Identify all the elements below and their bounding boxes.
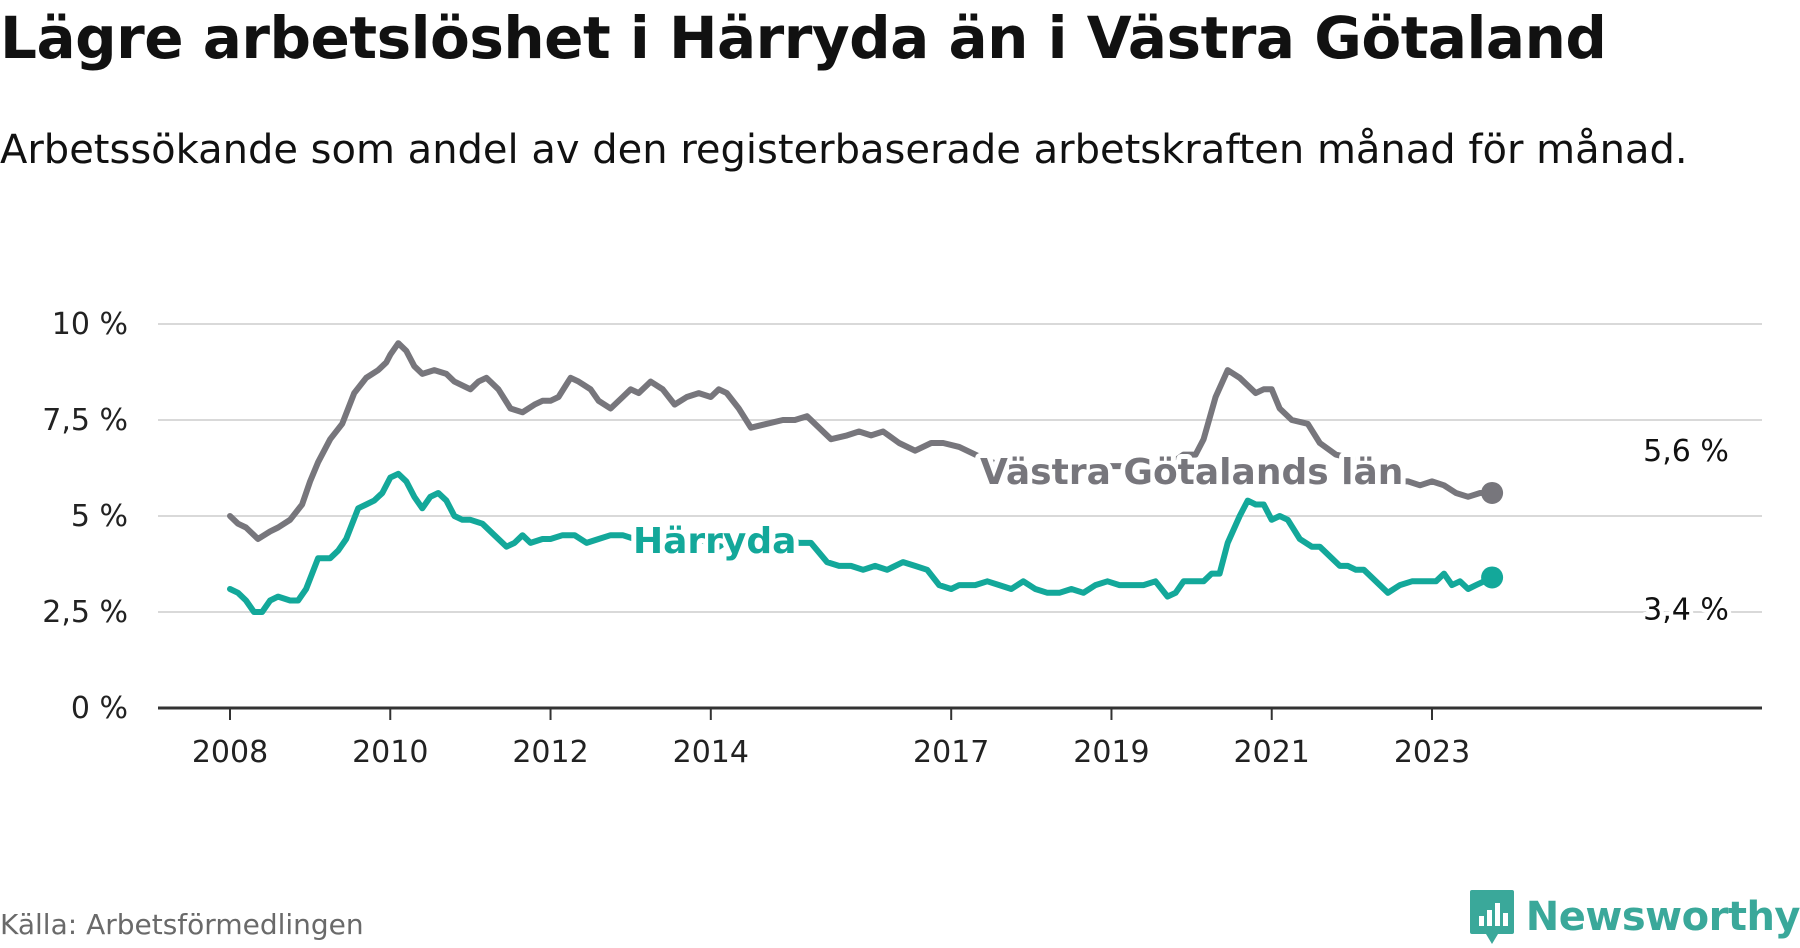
x-tick-label: 2012: [512, 735, 588, 770]
x-tick-label: 2017: [913, 735, 989, 770]
chart-area: 0 % 2,5 % 5 % 7,5 % 10 % 2008 2010 2012 2014 201…: [42, 307, 1762, 770]
x-axis-ticks: 2008 2010 2012 2014 2017 2019 2021 2023: [158, 706, 1762, 770]
label-layer: Västra Götalands län Härryda 5,6 % 3,4 %: [628, 430, 1733, 631]
x-tick-label: 2014: [673, 735, 749, 770]
y-tick-label: 10 %: [52, 307, 128, 342]
x-tick-label: 2010: [352, 735, 428, 770]
brand-name: Newsworthy: [1525, 894, 1800, 940]
source-note: Källa: Arbetsförmedlingen: [0, 908, 364, 941]
series-line-vg: [227, 340, 1496, 542]
series-label-harryda: Härryda: [633, 521, 796, 562]
end-point-harryda: [1481, 566, 1504, 589]
newsworthy-logo-icon: [1469, 890, 1514, 944]
x-tick-label: 2019: [1073, 735, 1149, 770]
series-line-harryda: [227, 470, 1496, 615]
series-label-vg: Västra Götalands län: [980, 452, 1403, 493]
y-tick-label: 0 %: [71, 691, 128, 726]
end-value-label-vg: 5,6 %: [1643, 434, 1729, 469]
y-axis-ticks: 0 % 2,5 % 5 % 7,5 % 10 %: [42, 307, 128, 726]
x-tick-label: 2023: [1394, 735, 1470, 770]
end-value-label-harryda: 3,4 %: [1643, 592, 1729, 627]
y-tick-label: 2,5 %: [42, 595, 128, 630]
grid-layer: [158, 323, 1762, 613]
y-tick-label: 5 %: [71, 499, 128, 534]
end-point-vg: [1481, 481, 1504, 504]
x-tick-label: 2008: [192, 735, 268, 770]
series-layer: [227, 340, 1504, 615]
y-tick-label: 7,5 %: [42, 403, 128, 438]
x-tick-label: 2021: [1234, 735, 1310, 770]
brand-logo: Newsworthy: [1468, 888, 1800, 946]
chart-title: Lägre arbetslöshet i Härryda än i Västra…: [0, 4, 1607, 72]
chart-subtitle: Arbetssökande som andel av den registerb…: [0, 127, 1688, 173]
